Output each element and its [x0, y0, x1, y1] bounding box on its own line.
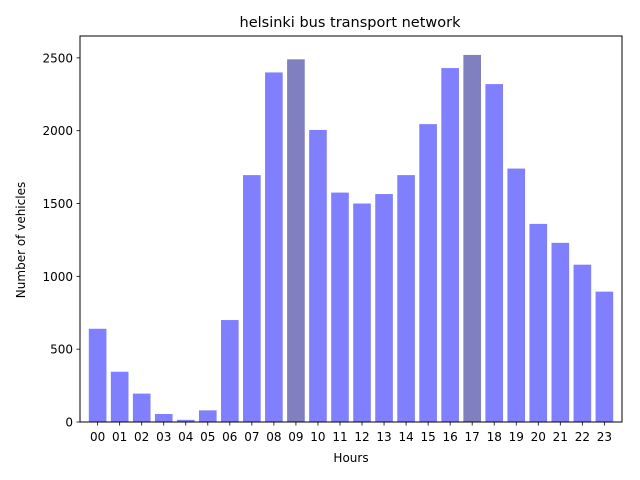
x-tick-label-11: 11: [332, 430, 347, 444]
x-tick-label-21: 21: [553, 430, 568, 444]
plot-frame: [79, 35, 623, 423]
x-tick-label-12: 12: [354, 430, 369, 444]
bar-08: [265, 72, 283, 423]
bar-18: [485, 84, 504, 422]
bar-00: [88, 328, 107, 422]
y-tick-label-1000: 1000: [42, 270, 73, 284]
x-tick-label-14: 14: [398, 430, 413, 444]
x-tick-label-22: 22: [575, 430, 590, 444]
x-tick-label-07: 07: [244, 430, 259, 444]
x-tick-label-09: 09: [288, 430, 303, 444]
bar-11: [331, 192, 349, 422]
y-tick-label-500: 500: [50, 343, 73, 357]
bar-05: [198, 410, 217, 422]
y-axis: 0 500 1000 1500 2000 2500: [42, 51, 80, 430]
bar-13: [375, 194, 393, 422]
y-tick-label-2000: 2000: [42, 124, 73, 138]
bar-02: [132, 393, 151, 422]
bar-14: [397, 175, 415, 422]
bar-23: [595, 291, 614, 422]
bar-16: [441, 68, 459, 423]
bar-17: [463, 54, 481, 422]
bar-09: [287, 59, 305, 423]
x-tick-label-20: 20: [531, 430, 546, 444]
bar-10: [309, 129, 327, 422]
x-tick-label-00: 00: [90, 430, 105, 444]
bar-06: [221, 320, 239, 422]
bar-07: [243, 175, 261, 422]
x-tick-label-04: 04: [178, 430, 193, 444]
x-tick-label-23: 23: [597, 430, 612, 444]
y-axis-label: Number of vehicles: [14, 182, 28, 298]
bars-group: [88, 54, 614, 423]
x-tick-label-03: 03: [156, 430, 171, 444]
x-tick-label-06: 06: [222, 430, 237, 444]
y-tick-label-2500: 2500: [42, 51, 73, 65]
x-tick-label-16: 16: [443, 430, 458, 444]
x-tick-label-05: 05: [200, 430, 215, 444]
x-axis: 00 01 02 03 04 05 06 07 08 09 10 11 12 13 14 15 16 17 18 19…: [90, 422, 612, 444]
bar-04: [176, 419, 195, 422]
x-tick-label-13: 13: [376, 430, 391, 444]
x-tick-label-15: 15: [420, 430, 435, 444]
x-tick-label-10: 10: [310, 430, 325, 444]
bar-12: [353, 203, 371, 422]
chart-title: helsinki bus transport network: [240, 15, 462, 31]
bar-22: [573, 264, 592, 422]
x-tick-label-19: 19: [509, 430, 524, 444]
x-tick-label-18: 18: [487, 430, 502, 444]
x-tick-label-08: 08: [266, 430, 281, 444]
bar-21: [551, 242, 570, 422]
y-tick-label-1500: 1500: [42, 197, 73, 211]
bar-15: [419, 124, 437, 423]
bar-19: [507, 168, 526, 422]
bar-01: [110, 371, 129, 422]
x-axis-label: Hours: [333, 451, 368, 465]
bar-03: [154, 413, 173, 422]
x-tick-label-17: 17: [465, 430, 480, 444]
x-tick-label-01: 01: [112, 430, 127, 444]
y-tick-label-0: 0: [65, 416, 73, 430]
bar-20: [529, 223, 548, 422]
x-tick-label-02: 02: [134, 430, 149, 444]
